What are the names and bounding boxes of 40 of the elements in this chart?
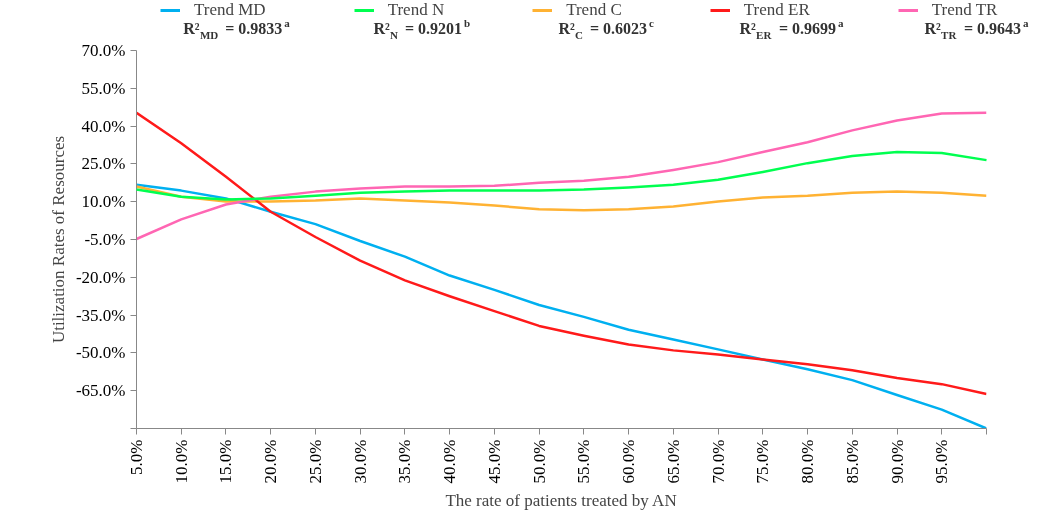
line-series (136, 185, 987, 212)
y-tick-label: 10.0% (81, 192, 126, 212)
line-series (136, 111, 987, 241)
legend-label: Trend N (387, 0, 445, 20)
x-tick-label: 90.0% (887, 439, 907, 484)
line-series (136, 111, 987, 396)
y-tick-label: -50.0% (75, 343, 126, 363)
x-tick-label: 10.0% (171, 439, 191, 484)
legend-label: Trend ER (743, 0, 810, 20)
x-tick-label: 55.0% (574, 439, 594, 484)
x-tick-label: 35.0% (395, 439, 415, 484)
x-tick-label: 75.0% (753, 439, 773, 484)
x-tick-label: 85.0% (842, 439, 862, 484)
x-tick-label: 20.0% (261, 439, 281, 484)
y-tick-label: 40.0% (81, 116, 126, 136)
legend-label: Trend TR (931, 0, 998, 20)
x-tick-label: 25.0% (305, 439, 325, 484)
y-tick-label: 25.0% (81, 154, 126, 174)
x-tick-label: 80.0% (798, 439, 818, 484)
legend-label: Trend C (566, 0, 622, 20)
y-tick-label: -35.0% (75, 305, 126, 325)
y-tick-label: -5.0% (84, 230, 126, 249)
x-tick-label: 40.0% (440, 439, 460, 484)
x-axis-title: The rate of patients treated by AN (445, 491, 677, 511)
x-tick-label: 5.0% (127, 439, 146, 475)
y-axis-title: Utilization Rates of Resources (48, 135, 68, 344)
legend-label: Trend MD (194, 0, 266, 20)
x-tick-label: 50.0% (529, 439, 549, 484)
y-tick-label: 70.0% (81, 41, 126, 60)
x-tick-label: 30.0% (350, 439, 370, 484)
y-tick-label: -20.0% (75, 267, 126, 287)
x-tick-label: 45.0% (484, 439, 504, 484)
x-tick-label: 70.0% (708, 439, 728, 484)
x-tick-label: 60.0% (619, 439, 639, 484)
y-tick-label: -65.0% (75, 381, 126, 401)
x-tick-label: 15.0% (216, 439, 236, 484)
x-tick-label: 95.0% (932, 439, 952, 484)
line-series (135, 150, 988, 201)
x-tick-label: 65.0% (663, 439, 683, 484)
y-tick-label: 55.0% (81, 78, 126, 98)
